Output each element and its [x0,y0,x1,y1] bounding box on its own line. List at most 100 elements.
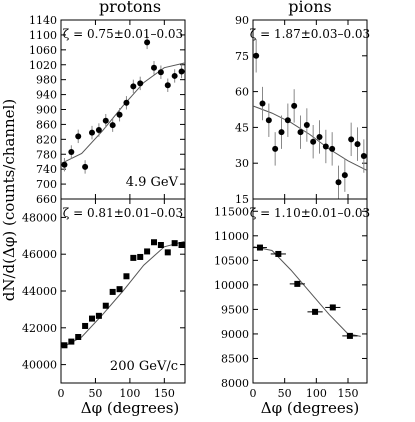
data-point [178,68,185,75]
data-point [259,100,266,107]
protons-200gev-panel: 40000 42000 44000 46000 48000 0 50 100 150 ζ = 0.… [22,198,186,400]
data-point [75,133,82,140]
data-point [157,242,164,248]
y-tick-label: 8500 [221,352,249,365]
x-tick-label: 150 [338,387,359,400]
data-point [297,129,304,136]
data-point [265,117,272,124]
data-point [164,82,171,89]
y-tick-label: 46000 [22,248,57,261]
data-point [137,80,144,87]
y-tick-label: 9000 [221,328,249,341]
data-point [272,145,279,152]
y-tick-label: 900 [36,104,57,117]
fit-curve [252,246,361,337]
data-point [335,179,342,186]
data-point [348,136,355,143]
x-tick-label: 0 [58,387,65,400]
data-point [116,286,123,293]
x-tick-label: 50 [88,387,102,400]
data-point [322,143,329,150]
y-tick-label: 1020 [29,59,57,72]
data-point [341,172,348,179]
energy-label: 200 GeV/c [110,359,178,374]
plot-frame [60,19,186,200]
x-axis-title-right: Δφ (degrees) [261,399,360,417]
y-tick-label: 44000 [22,285,57,298]
y-tick-label: 980 [36,74,57,87]
data-point [130,254,137,261]
plot-frame [252,19,368,200]
zeta-annotation: ζ = 1.10±0.01–0.03 [250,206,370,220]
pions-200gev-panel: 8000 8500 9000 9500 10000 10500 11000 11500 0 50 1… [214,198,370,400]
zeta-annotation: ζ = 0.75±0.01–0.03 [63,27,183,41]
y-axis-title: dN/d(Δφ) (counts/channel) [0,99,18,301]
x-tick-label: 100 [119,387,140,400]
y-tick-label: 8000 [221,377,249,390]
data-point [144,248,151,255]
data-point [256,244,263,251]
y-tick-label: 10000 [214,279,249,292]
data-point [310,138,317,145]
y-tick-label: 820 [36,133,57,146]
data-point [75,334,82,340]
data-point [151,239,157,246]
y-tick-label: 780 [36,148,57,161]
protons-column-title: protons [99,0,161,16]
zeta-annotation: ζ = 1.87±0.03–0.03 [250,27,370,41]
data-point [102,302,109,309]
y-tick-label: 860 [36,118,57,131]
data-point [171,240,178,247]
y-tick-label: 1060 [29,44,57,57]
data-point [82,163,89,170]
y-tick-label: 1100 [29,29,57,42]
data-point [123,99,130,106]
fit-curve [60,240,186,349]
y-tick-label: 30 [235,157,249,170]
data-point [82,322,89,329]
pions-4.9gev-panel: 15 30 45 60 75 90ζ = 1.87±0.03–0.03 [235,14,370,206]
y-tick-label: 740 [36,163,57,176]
pions-column-title: pions [288,0,332,16]
plot-frame [252,198,368,384]
x-tick-label: 100 [306,387,327,400]
data-point [178,242,185,248]
fit-curve [60,62,186,165]
data-point [61,161,68,168]
data-point [102,117,109,124]
y-tick-label: 700 [36,178,57,191]
data-point [346,332,353,339]
y-tick-label: 10500 [214,254,249,267]
data-point [89,315,95,322]
data-point [294,280,301,287]
fit-curve [252,105,368,171]
data-point [68,149,75,156]
data-point [171,72,178,79]
data-point [144,39,151,46]
data-point [284,117,291,124]
y-tick-label: 42000 [22,322,57,335]
data-point [303,122,310,129]
x-tick-label: 50 [278,387,292,400]
data-point [354,141,361,148]
data-point [89,129,95,136]
data-point [61,342,68,349]
data-point [291,102,298,109]
energy-label: 4.9 GeV [126,175,179,190]
y-tick-label: 15 [235,193,249,206]
y-tick-label: 11500 [214,205,249,218]
data-point [278,129,285,136]
data-point [360,153,367,160]
data-point [95,312,102,319]
y-tick-label: 45 [235,121,249,134]
data-point [123,273,130,280]
zeta-annotation: ζ = 0.81±0.01–0.03 [63,206,183,220]
data-point [329,145,336,152]
data-point [312,308,319,315]
data-point [130,83,137,90]
x-tick-label: 0 [250,387,257,400]
data-point [151,64,157,71]
y-tick-label: 940 [36,89,57,102]
